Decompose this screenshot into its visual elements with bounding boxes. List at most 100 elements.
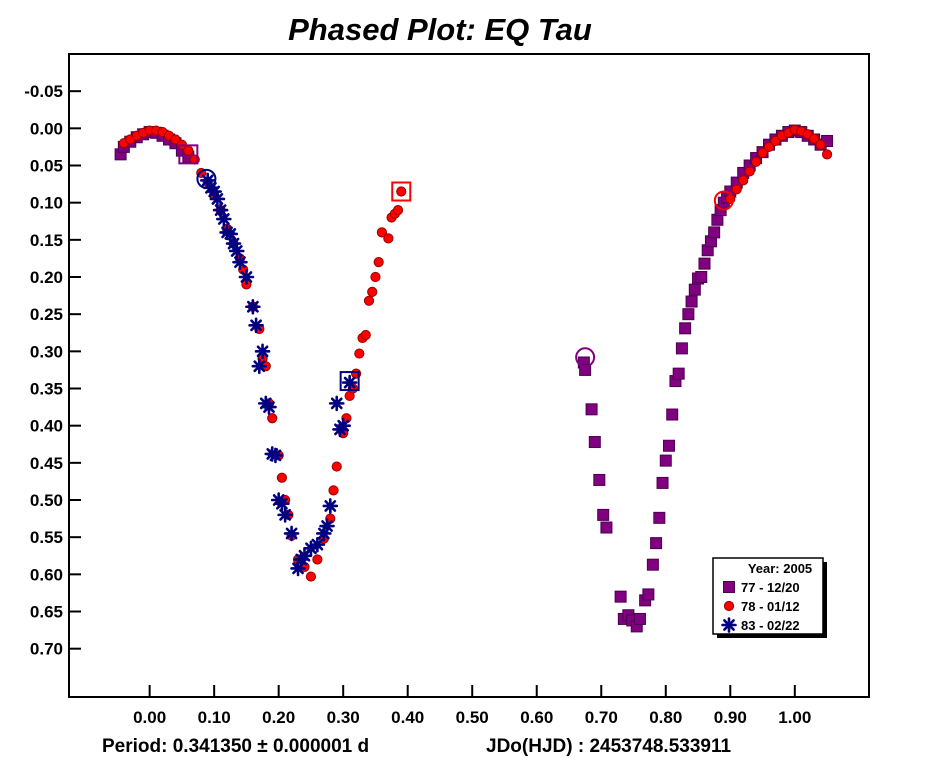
data-point — [815, 139, 826, 150]
x-tick-label: 0.70 — [585, 708, 618, 727]
data-point — [360, 329, 371, 341]
x-tick-label: 0.20 — [262, 708, 295, 727]
data-point — [763, 141, 775, 153]
data-point — [757, 147, 768, 158]
data-point — [363, 295, 375, 306]
legend-entries: 77 - 12/20 78 - 01/12 83 - 02/22 — [721, 580, 800, 633]
data-point — [738, 175, 749, 186]
y-tick-label: 0.25 — [30, 305, 63, 324]
x-tick-label: 1.00 — [778, 708, 811, 727]
y-tick-label: 0.35 — [30, 380, 63, 399]
data-point — [248, 317, 264, 334]
highlight-circle — [713, 190, 734, 211]
data-point — [238, 269, 255, 285]
data-point — [579, 363, 592, 376]
data-point — [614, 590, 627, 603]
data-point — [593, 473, 606, 486]
data-point — [646, 558, 659, 571]
y-tick-label: 0.60 — [30, 565, 63, 584]
data-point — [354, 348, 365, 359]
x-tick-label: 0.30 — [327, 708, 360, 727]
data-point — [597, 508, 610, 521]
data-point — [688, 283, 701, 296]
data-point — [335, 417, 351, 434]
y-tick-label: 0.70 — [30, 640, 63, 659]
data-point — [821, 149, 833, 160]
data-point — [588, 436, 601, 449]
y-tick-label: 0.00 — [30, 119, 63, 138]
y-tick-label: 0.15 — [30, 231, 63, 250]
series-3-points — [199, 172, 358, 577]
legend-marker — [723, 581, 735, 593]
data-point — [392, 205, 404, 216]
data-point — [228, 243, 245, 259]
data-points — [114, 124, 834, 633]
data-point — [312, 554, 323, 565]
data-point — [276, 472, 288, 483]
data-point — [809, 133, 820, 144]
x-tick-label: 0.90 — [714, 708, 747, 727]
data-point — [209, 191, 226, 207]
data-point — [303, 540, 319, 557]
x-tick-label: 0.40 — [391, 708, 424, 727]
data-point — [290, 560, 306, 577]
y-tick-label: 0.65 — [30, 603, 63, 622]
legend-label: 77 - 12/20 — [741, 580, 800, 595]
data-point — [685, 295, 698, 308]
data-point — [682, 308, 695, 321]
x-tick-label: 0.00 — [133, 708, 166, 727]
data-point — [283, 525, 300, 542]
data-point — [261, 399, 277, 415]
data-point — [642, 588, 655, 601]
data-point — [633, 612, 646, 625]
data-point — [600, 521, 613, 534]
data-point — [225, 235, 242, 252]
highlight-square — [178, 144, 199, 165]
data-point — [309, 536, 326, 553]
data-point — [341, 374, 358, 391]
x-tick-label: 0.10 — [198, 708, 231, 727]
epoch-label: JDo(HJD) : 2453748.533911 — [486, 736, 731, 757]
legend-marker — [723, 600, 735, 612]
data-point — [750, 156, 762, 167]
data-point — [695, 271, 708, 284]
data-point — [656, 476, 669, 489]
legend-title: Year: 2005 — [748, 561, 812, 576]
data-point — [675, 342, 688, 355]
data-point — [744, 166, 755, 177]
data-point — [296, 547, 313, 564]
y-tick-label: 0.05 — [30, 157, 63, 176]
data-point — [183, 145, 194, 156]
data-point — [585, 403, 598, 416]
data-point — [679, 322, 692, 335]
highlight-circle — [196, 168, 217, 189]
y-tick-label: 0.20 — [30, 268, 63, 287]
data-point — [206, 183, 222, 200]
highlight-square — [391, 181, 412, 202]
data-point — [274, 495, 290, 512]
y-tick-label: 0.30 — [30, 342, 63, 361]
y-axis: -0.05 0.00 0.05 0.10 0.15 0.20 0.25 0.30 0.35 0.4… — [24, 82, 81, 659]
data-point — [376, 227, 388, 238]
y-tick-label: 0.40 — [30, 417, 63, 436]
data-point — [708, 226, 721, 239]
data-point — [267, 413, 278, 424]
data-point — [322, 498, 339, 514]
legend-marker — [721, 617, 737, 633]
x-tick-label: 0.60 — [520, 708, 553, 727]
data-point — [659, 454, 672, 467]
data-point — [305, 571, 317, 582]
y-tick-label: 0.10 — [30, 194, 63, 213]
data-point — [319, 518, 335, 534]
data-point — [698, 257, 711, 270]
data-point — [216, 211, 232, 227]
data-point — [328, 395, 345, 412]
data-point — [370, 271, 381, 283]
data-point — [277, 507, 293, 523]
data-point — [199, 172, 216, 189]
y-tick-label: 0.55 — [30, 528, 63, 547]
x-tick-label: 0.80 — [649, 708, 682, 727]
data-point — [731, 184, 742, 195]
data-point — [316, 525, 332, 542]
